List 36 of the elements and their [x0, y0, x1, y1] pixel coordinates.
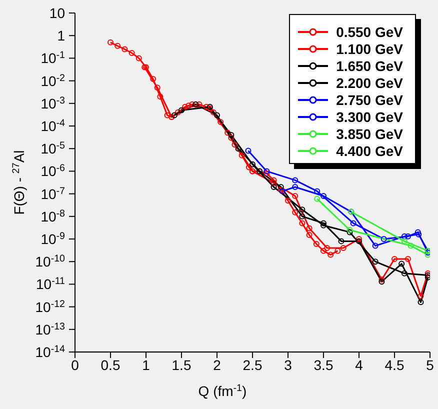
x-tick-label: 2 [213, 356, 222, 373]
y-tick-label: 10$^{-9}$ [40, 230, 65, 247]
x-tick-label: 3.5 [314, 356, 334, 373]
legend-label: 0.550 GeV [336, 24, 403, 40]
y-tick-label: 10$^{-11}$ [36, 276, 65, 292]
y-tick-label: 10$^{-5}$ [40, 140, 66, 157]
y-tick-label: 10$^{-14}$ [35, 344, 66, 360]
y-tick-label: 10 [49, 5, 66, 21]
legend-label: 2.200 GeV [336, 74, 403, 90]
y-tick-label: 10$^{-3}$ [40, 94, 66, 112]
x-tick-label: 4.5 [384, 356, 404, 373]
legend-label: 4.400 GeV [336, 142, 403, 158]
y-tick-label: 10$^{-8}$ [40, 208, 66, 224]
legend-label: 1.100 GeV [336, 40, 403, 56]
x-tick-label: 0 [71, 356, 80, 373]
x-tick-label: 1 [142, 356, 150, 373]
y-tick-label: 10$^{-7}$ [40, 185, 65, 202]
y-tick-label: 10$^{-10}$ [35, 253, 66, 270]
x-tick-label: 4 [355, 356, 364, 373]
y-tick-label: 10$^{-4}$ [40, 118, 66, 134]
legend-label: 1.650 GeV [336, 58, 403, 74]
x-tick-label: 1.5 [172, 356, 192, 373]
x-tick-label: 0.5 [100, 356, 120, 373]
y-tick-label: 1 [57, 28, 66, 44]
y-tick-label: 10$^{-13}$ [35, 320, 66, 338]
legend-label: 3.850 GeV [336, 126, 403, 142]
x-tick-label: 3 [284, 356, 292, 373]
y-tick-label: 10$^{-2}$ [40, 72, 65, 89]
x-tick-label: 5 [426, 356, 434, 373]
x-tick-label: 2.5 [242, 356, 262, 373]
x-axis-title: Q (fm$^{-1}$) [198, 382, 247, 399]
legend-label: 3.300 GeV [336, 108, 403, 124]
legend-label: 2.750 GeV [336, 92, 403, 108]
y-tick-label: 10$^{-6}$ [40, 162, 66, 180]
y-tick-label: 10$^{-12}$ [35, 298, 65, 315]
y-tick-label: 10$^{-1}$ [40, 50, 65, 66]
